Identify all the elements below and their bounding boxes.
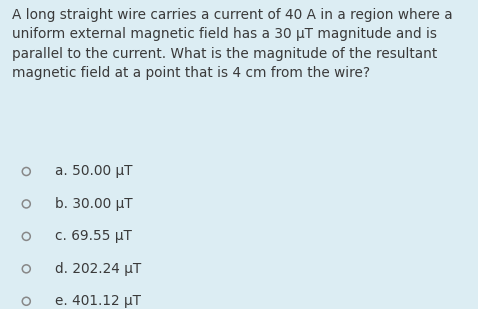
Text: A long straight wire carries a current of 40 A in a region where a
uniform exter: A long straight wire carries a current o… — [12, 8, 453, 80]
Text: d. 202.24 μT: d. 202.24 μT — [55, 262, 141, 276]
Text: b. 30.00 μT: b. 30.00 μT — [55, 197, 132, 211]
Text: c. 69.55 μT: c. 69.55 μT — [55, 229, 132, 243]
Text: e. 401.12 μT: e. 401.12 μT — [55, 294, 141, 308]
Text: a. 50.00 μT: a. 50.00 μT — [55, 164, 132, 179]
